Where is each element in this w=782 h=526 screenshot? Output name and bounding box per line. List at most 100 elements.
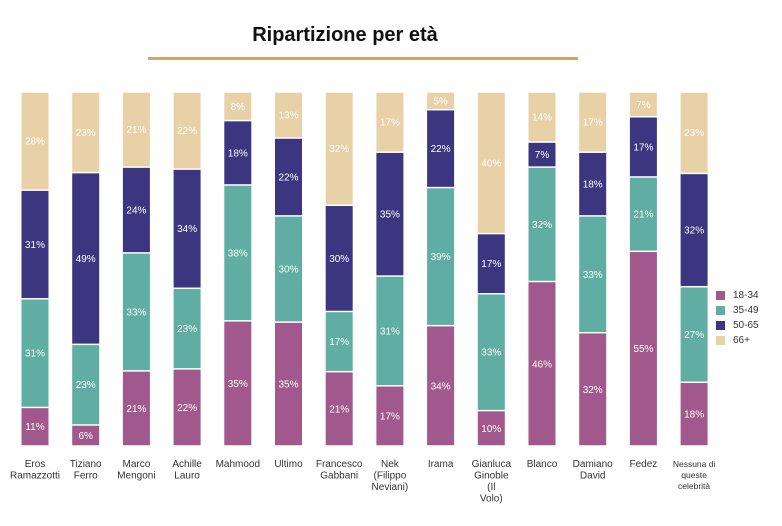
bar-segment-35-49 — [224, 185, 252, 321]
data-label: 18% — [583, 180, 603, 191]
data-label: 7% — [636, 100, 651, 111]
data-label: 31% — [25, 240, 45, 251]
bar-segment-50-65 — [173, 169, 201, 288]
category-label: Tiziano — [70, 459, 102, 470]
bar-segment-18-34 — [477, 411, 505, 446]
bar-segment-66+ — [173, 92, 201, 169]
category-label: Fedez — [630, 459, 658, 470]
bar-segment-50-65 — [528, 142, 556, 167]
data-label: 21% — [126, 125, 146, 136]
legend-label: 50-65 — [733, 320, 759, 331]
data-label: 55% — [633, 344, 653, 355]
bar-segment-66+ — [325, 92, 353, 205]
bar-segment-18-34 — [275, 322, 302, 446]
data-label: 22% — [431, 144, 451, 155]
data-label: 23% — [684, 128, 704, 139]
data-label: 32% — [532, 220, 552, 231]
bar-segment-66+ — [376, 92, 404, 152]
legend-item: 50-65 — [716, 318, 759, 333]
data-label: 13% — [278, 111, 298, 122]
data-label: 34% — [177, 224, 197, 235]
category-label: David — [580, 471, 606, 482]
data-label: 33% — [481, 348, 501, 359]
bar-segment-35-49 — [528, 167, 556, 281]
data-label: 17% — [380, 411, 400, 422]
legend-swatch — [716, 306, 725, 315]
data-label: 10% — [481, 424, 501, 435]
bar-segment-50-65 — [224, 121, 252, 185]
category-label: queste — [681, 470, 707, 480]
category-label: Gianluca — [472, 459, 512, 470]
data-label: 33% — [583, 270, 603, 281]
category-label: Ramazzotti — [10, 471, 60, 482]
data-label: 32% — [583, 385, 603, 396]
bar-segment-18-34 — [72, 425, 100, 446]
data-label: 7% — [535, 150, 550, 161]
bar-segment-66+ — [224, 92, 252, 120]
bar-segment-18-34 — [21, 408, 49, 446]
bar-segment-66+ — [680, 92, 708, 173]
legend-label: 18-34 — [733, 290, 759, 301]
bar-segment-66+ — [629, 92, 657, 117]
data-label: 35% — [380, 210, 400, 221]
category-label: Marco — [123, 459, 151, 470]
bar-segment-35-49 — [376, 276, 404, 386]
legend-item: 18-34 — [716, 288, 759, 303]
category-label: (Il — [487, 482, 495, 493]
legend-item: 66+ — [716, 333, 759, 348]
data-label: 33% — [126, 307, 146, 318]
data-label: 6% — [78, 431, 93, 442]
bar-segment-18-34 — [122, 371, 150, 446]
category-label: celebrità — [678, 481, 710, 491]
bar-segment-18-34 — [427, 326, 455, 446]
bar-segment-50-65 — [122, 167, 150, 253]
data-label: 39% — [431, 252, 451, 263]
data-label: 34% — [431, 381, 451, 392]
category-label: Neviani) — [372, 482, 409, 493]
data-label: 23% — [76, 128, 96, 139]
data-label: 31% — [25, 349, 45, 360]
bar-segment-66+ — [477, 92, 505, 233]
data-label: 30% — [329, 254, 349, 265]
bar-segment-35-49 — [275, 216, 302, 322]
category-label: Francesco — [316, 459, 363, 470]
chart-title: Ripartizione per età — [252, 24, 438, 46]
bar-segment-66+ — [427, 92, 455, 109]
data-label: 22% — [177, 126, 197, 137]
category-label: Nessuna di — [673, 459, 716, 469]
bar-segment-18-34 — [325, 372, 353, 446]
data-label: 21% — [329, 404, 349, 415]
bar-segment-66+ — [21, 92, 49, 190]
data-label: 21% — [633, 210, 653, 221]
category-label: Eros — [25, 459, 46, 470]
legend-label: 66+ — [733, 335, 750, 346]
data-label: 49% — [76, 254, 96, 265]
bar-segment-66+ — [275, 92, 302, 138]
bar-segment-50-65 — [376, 152, 404, 276]
bar-segment-50-65 — [477, 234, 505, 294]
bar-segment-50-65 — [680, 174, 708, 286]
data-label: 14% — [532, 113, 552, 124]
category-label: Ginoble — [474, 471, 509, 482]
legend-swatch — [716, 321, 725, 330]
data-label: 35% — [228, 379, 248, 390]
bar-segment-35-49 — [72, 345, 100, 425]
data-label: 32% — [329, 144, 349, 155]
bar-segment-35-49 — [477, 294, 505, 410]
bar-segment-18-34 — [680, 383, 708, 446]
data-label: 22% — [278, 172, 298, 183]
bar-segment-18-34 — [629, 252, 657, 446]
data-label: 11% — [25, 422, 44, 433]
bar-segment-66+ — [528, 92, 556, 142]
data-label: 22% — [177, 403, 197, 414]
category-label: Mahmood — [216, 459, 260, 470]
data-label: 17% — [329, 337, 349, 348]
bar-segment-18-34 — [528, 282, 556, 446]
data-label: 23% — [177, 324, 197, 335]
data-label: 18% — [228, 148, 248, 159]
data-label: 17% — [633, 142, 653, 153]
bar-segment-50-65 — [72, 173, 100, 344]
category-label: Gabbani — [320, 471, 358, 482]
